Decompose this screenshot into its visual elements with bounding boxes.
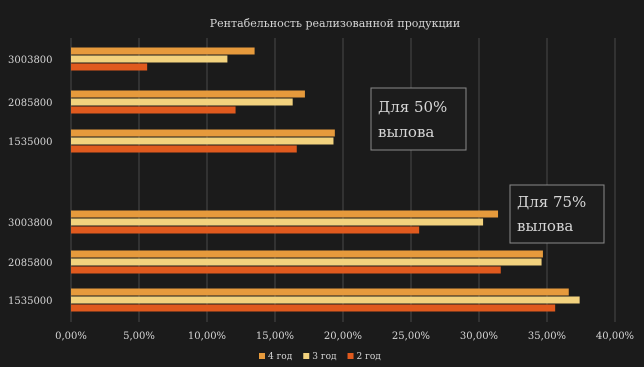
x-tick-label: 30,00% [460,331,498,342]
legend-swatch [303,353,310,359]
category-label: 2085800 [8,98,53,109]
legend-label: 3 год [312,352,337,362]
x-tick-label: 10,00% [188,331,226,342]
bar [71,258,542,266]
annotation-75-line-1: Для 75% [517,193,586,211]
bar [71,47,255,55]
category-label: 3003800 [8,55,53,66]
bar [71,129,335,137]
bars [71,47,580,312]
bar [71,266,501,274]
bar [71,98,293,106]
chart-title: Рентабельность реализованной продукции [210,17,460,30]
bar [71,145,297,153]
bar [71,137,334,145]
x-tick-label: 5,00% [123,331,155,342]
bar [71,55,228,63]
category-label: 3003800 [8,218,53,229]
x-tick-label: 0,00% [55,331,87,342]
x-tick-label: 40,00% [596,331,634,342]
category-label: 1535000 [8,296,53,307]
legend-swatch [259,353,265,359]
legend-label: 4 год [268,352,293,362]
category-label: 1535000 [8,137,53,148]
legend-label: 2 год [357,352,382,362]
x-tick-label: 25,00% [392,331,430,342]
legend-swatch [347,353,354,359]
category-label: 2085800 [8,258,53,269]
bar [71,250,543,258]
bar [71,226,420,234]
bar [71,296,580,304]
bar [71,218,484,226]
bar [71,304,556,312]
annotation-50-line-1: Для 50% [378,98,447,116]
legend: 4 год 3 год 2 год [259,352,381,362]
annotation-75-line-2: вылова [517,217,573,235]
x-tick-label: 35,00% [528,331,566,342]
bar [71,90,305,98]
bar [71,288,569,296]
category-labels: 3003800 2085800 1535000 3003800 2085800 15350… [8,55,53,307]
x-tick-label: 20,00% [324,331,362,342]
bar [71,210,499,218]
bar [71,106,236,114]
bar [71,63,148,71]
annotation-50: Для 50% вылова [370,87,467,151]
annotation-75: Для 75% вылова [509,184,605,244]
x-tick-label: 15,00% [256,331,294,342]
annotation-50-line-2: вылова [378,123,434,141]
gridlines [70,38,616,322]
x-tick-labels: 0,00% 5,00% 10,00% 15,00% 20,00% 25,00% 30,00%… [55,331,634,342]
